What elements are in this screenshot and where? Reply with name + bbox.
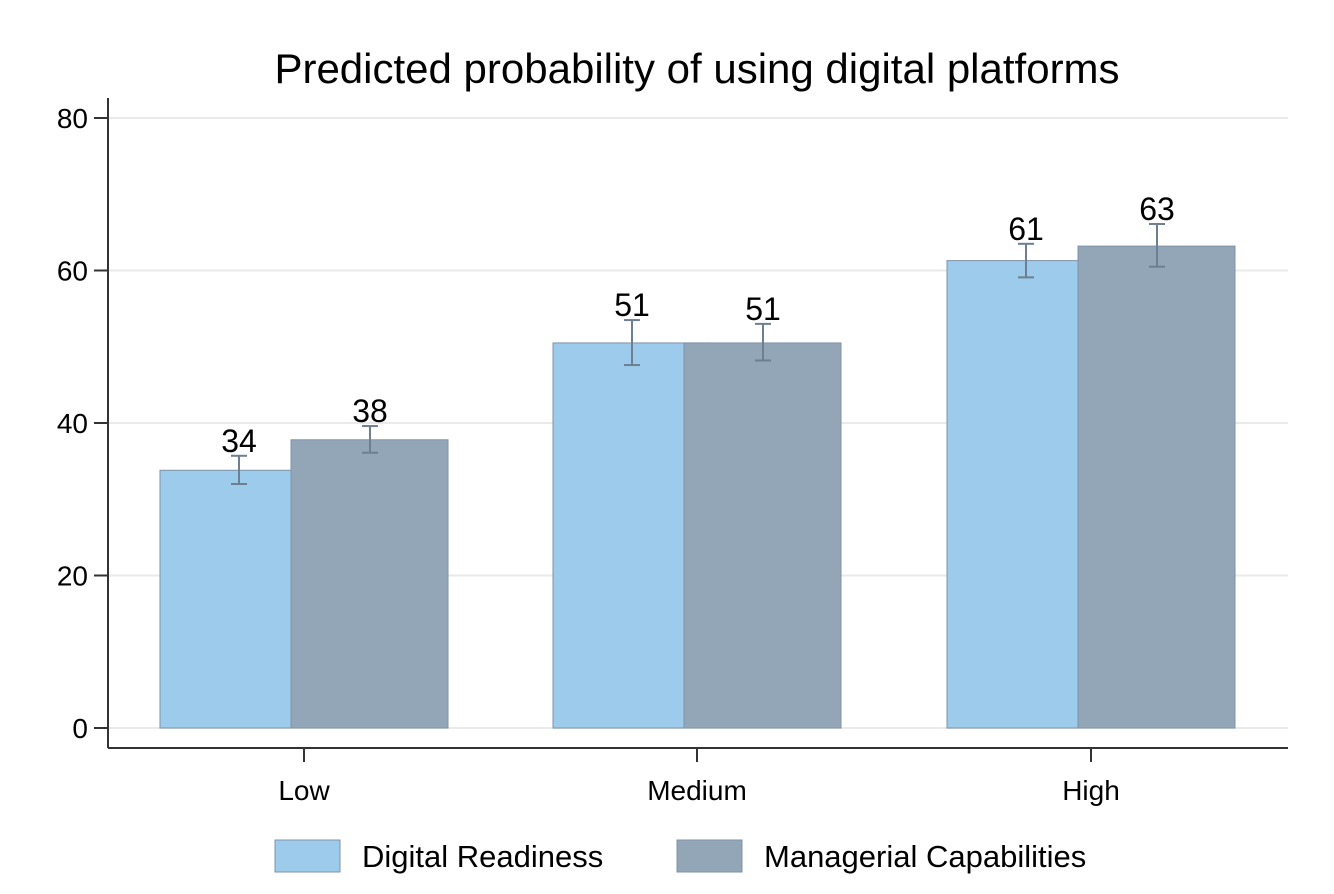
bar-1-1 (683, 342, 842, 729)
y-tick-label-3: 60 (57, 256, 88, 287)
legend-label-0: Digital Readiness (362, 839, 603, 874)
error-bars (231, 222, 1165, 485)
legend-label-1: Managerial Capabilities (764, 839, 1086, 874)
y-tick-label-2: 40 (57, 408, 88, 439)
y-tick-label-0: 0 (72, 713, 88, 744)
legend: Digital Readiness Managerial Capabilities (274, 839, 1086, 874)
data-label-0-0: 34 (221, 423, 257, 459)
data-labels: 34 51 61 38 51 63 (221, 191, 1175, 459)
data-label-1-0: 38 (352, 393, 388, 429)
x-tick-label-0: Low (278, 775, 330, 806)
bars (159, 245, 1236, 729)
bar-1-2 (1077, 245, 1236, 729)
legend-swatch-0 (274, 839, 341, 873)
data-label-0-1: 51 (614, 287, 650, 323)
bar-1-0 (290, 439, 449, 729)
data-label-1-2: 63 (1139, 191, 1175, 227)
axes: 0 20 40 60 80 Low Medium High (57, 98, 1288, 806)
y-tick-label-4: 80 (57, 103, 88, 134)
legend-swatch-1 (676, 839, 743, 873)
y-tick-label-1: 20 (57, 561, 88, 592)
data-label-1-1: 51 (745, 291, 781, 327)
x-tick-label-2: High (1062, 775, 1120, 806)
x-tick-label-1: Medium (647, 775, 747, 806)
chart-title: Predicted probability of using digital p… (274, 45, 1119, 92)
data-label-0-2: 61 (1008, 211, 1044, 247)
